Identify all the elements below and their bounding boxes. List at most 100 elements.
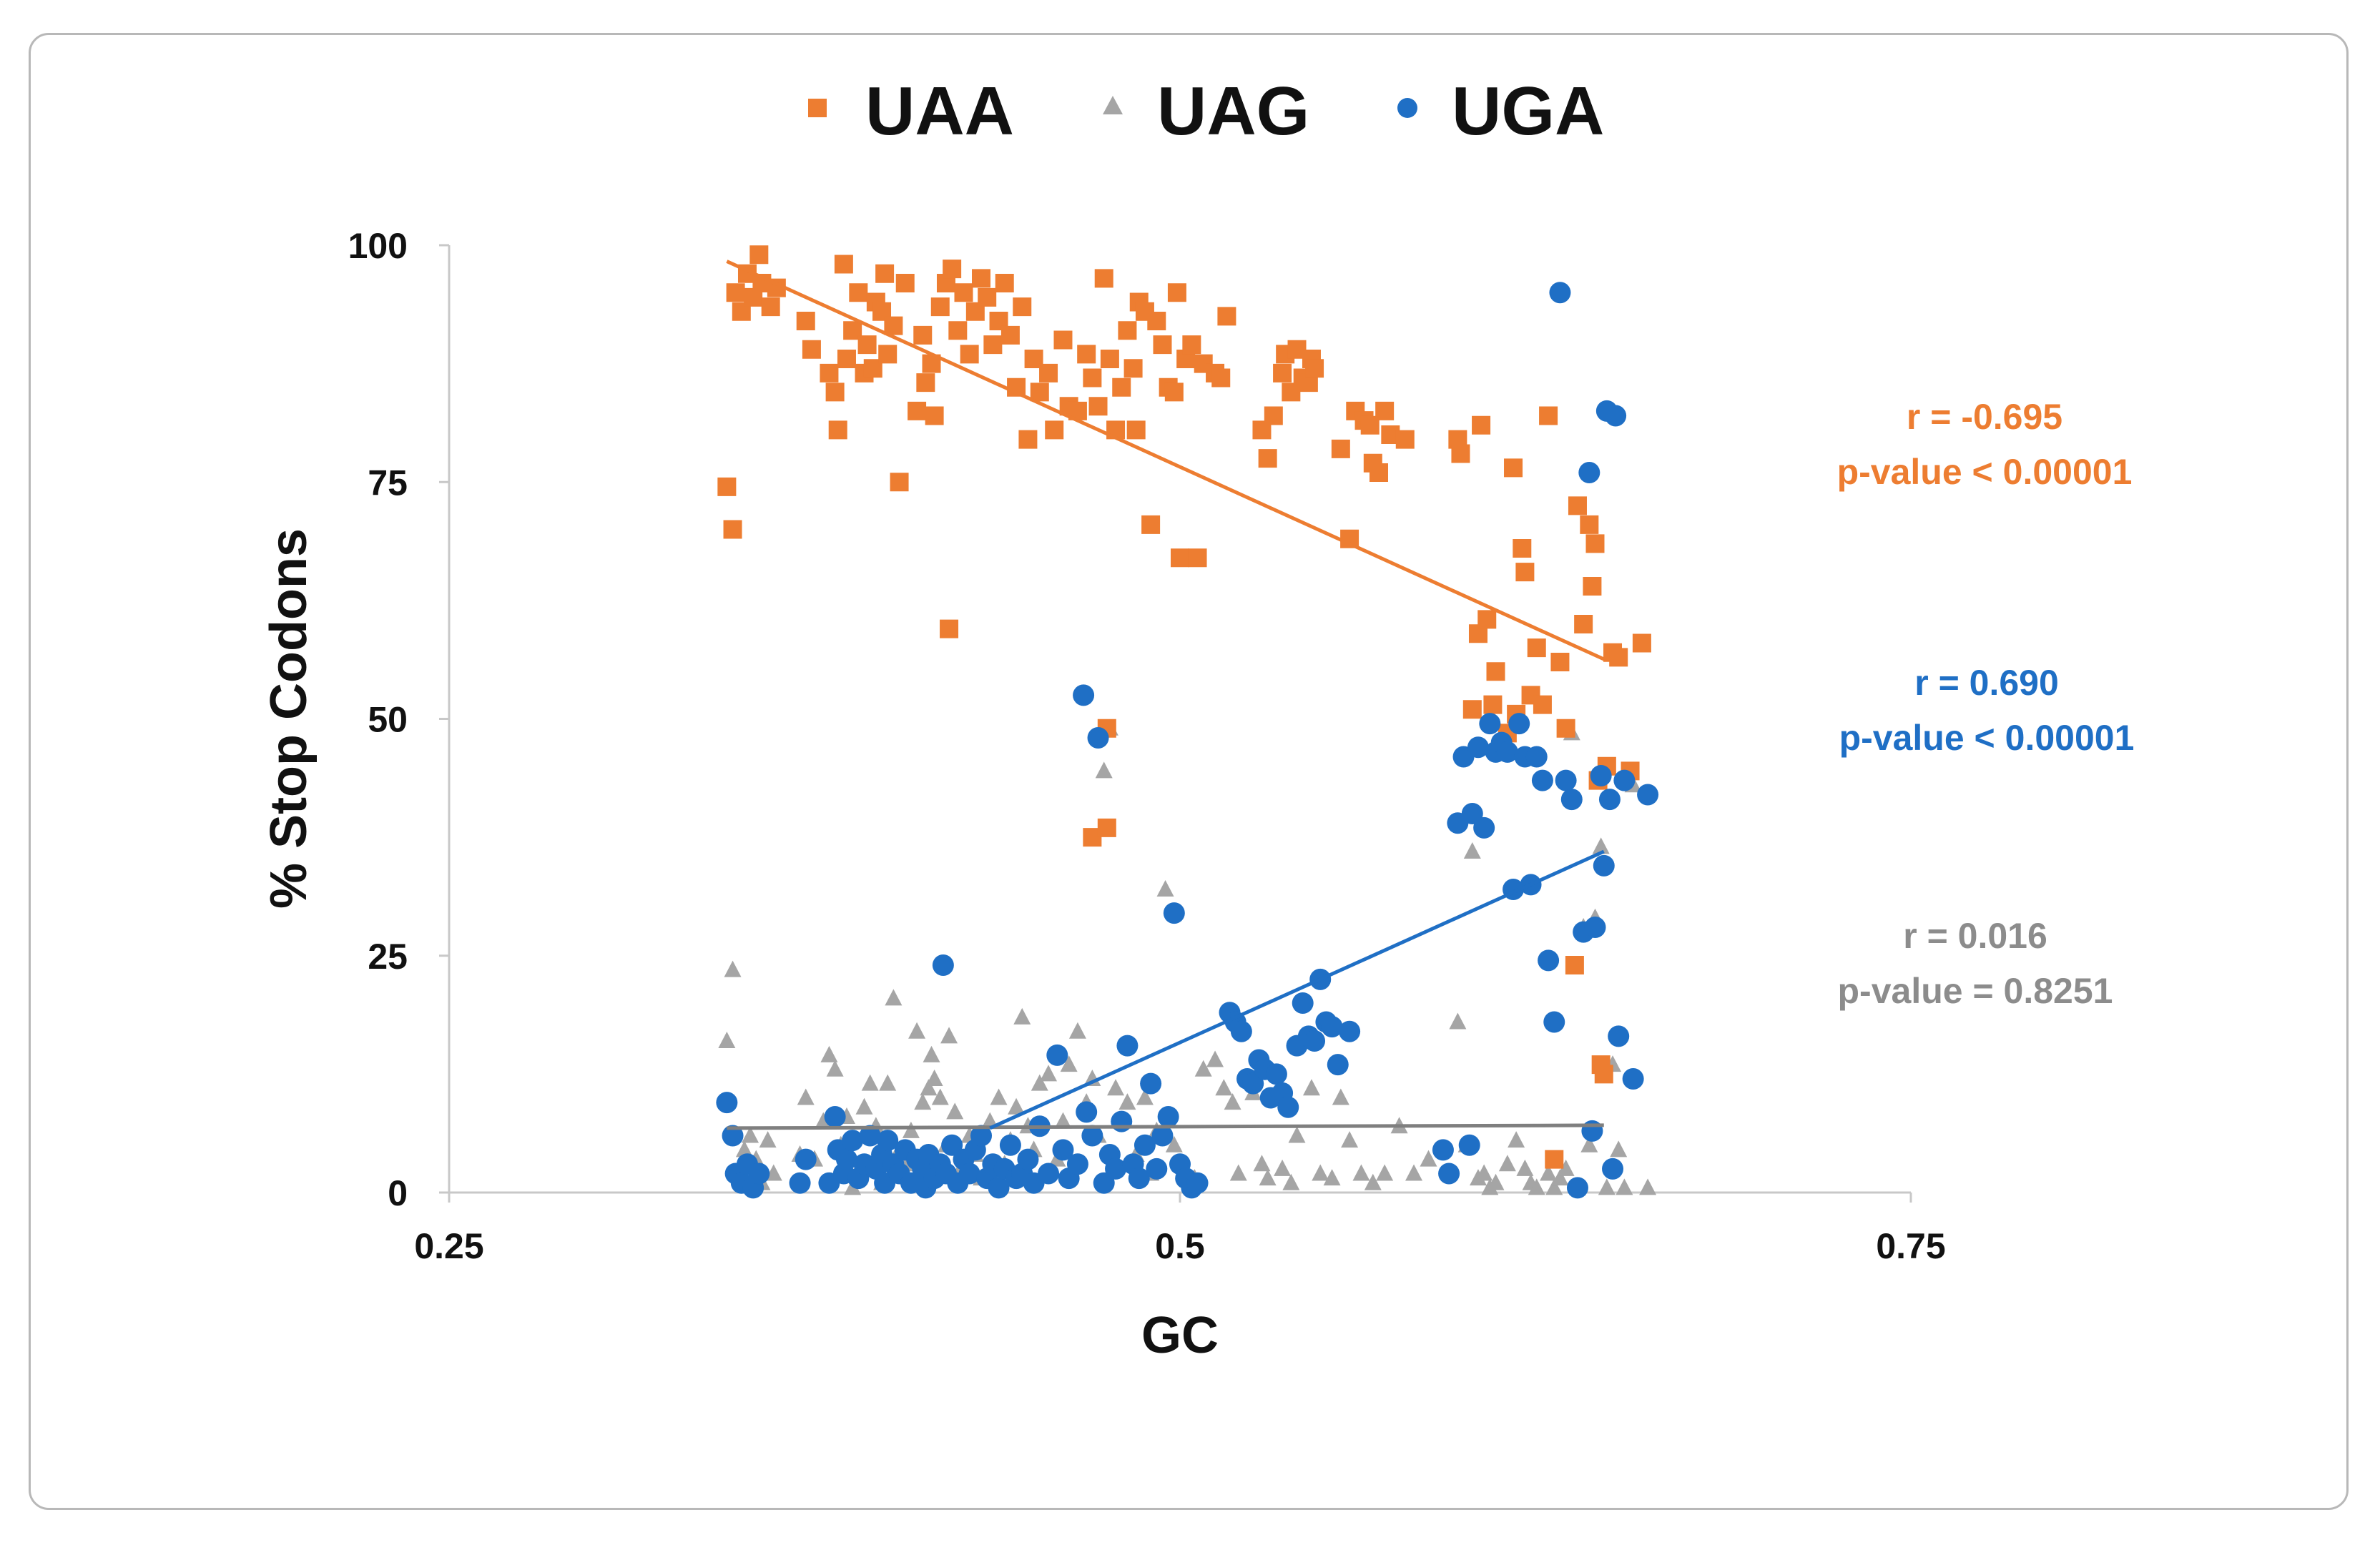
uag-point [1540, 1164, 1558, 1181]
uag-point [1107, 1079, 1125, 1096]
uga-point [1461, 803, 1483, 824]
uaa-point [1126, 420, 1146, 440]
uaa-point [890, 473, 909, 492]
uag-point [1312, 1164, 1329, 1181]
uag-point [1215, 1079, 1233, 1096]
uaa-point [849, 283, 868, 302]
uag-point [1528, 1178, 1545, 1195]
uag-point [1516, 1159, 1534, 1176]
uag-point [1405, 1164, 1423, 1181]
uag-point [855, 1097, 873, 1115]
uag-point [1194, 1060, 1212, 1077]
uaa-point [1568, 496, 1587, 515]
uaa-point [1141, 515, 1161, 534]
uga-point [1508, 713, 1530, 735]
series-uag [718, 719, 1657, 1195]
uga-point [795, 1148, 817, 1170]
uaa-point [820, 363, 839, 382]
uaa-point [895, 274, 915, 292]
uga-point [1066, 1153, 1088, 1175]
uag-point [735, 1140, 753, 1157]
uag-point [1545, 1178, 1563, 1195]
uaa-point [828, 420, 847, 440]
uag-point [1352, 1164, 1370, 1181]
uga-point [1496, 741, 1518, 763]
uaa-point [726, 283, 745, 302]
uag-point [1060, 1055, 1078, 1072]
uaa-point [761, 297, 780, 317]
uaa-point [1539, 406, 1558, 425]
uag-point [925, 1070, 943, 1086]
uaa-point [1039, 363, 1058, 382]
x-tick-label: 0.5 [1155, 1226, 1205, 1266]
uaa-point [1527, 638, 1546, 658]
uaa-point [837, 350, 856, 368]
uag-point [1475, 1164, 1493, 1181]
uaa-point [1609, 648, 1628, 667]
uaa-point [1556, 719, 1575, 738]
uag-point [820, 1045, 838, 1062]
uga-point [835, 1148, 857, 1170]
uga-point [1593, 854, 1615, 877]
uaa-point [796, 312, 815, 330]
uga-point [1073, 684, 1095, 706]
legend-uag-label: UAG [1157, 73, 1309, 149]
uaa-point [1583, 577, 1602, 596]
uag-point [923, 1045, 940, 1062]
uaa-point [1000, 325, 1020, 345]
uaa-point [1513, 539, 1532, 558]
uaa-point [749, 245, 769, 265]
uag-point [1616, 1178, 1633, 1195]
x-tick-label: 0.75 [1876, 1226, 1945, 1266]
y-tick-label: 50 [368, 700, 408, 740]
uga-point [1590, 765, 1612, 786]
uga-point [1605, 405, 1627, 427]
uag-point [902, 1121, 920, 1138]
uaa-point [1331, 439, 1350, 458]
uga-point [1111, 1110, 1133, 1132]
uaa-point [908, 401, 927, 420]
uga-point [1549, 282, 1571, 304]
uaa-point [1305, 359, 1324, 378]
uag-point [931, 1088, 949, 1105]
uaa-point [1395, 430, 1415, 449]
x-tick-label: 0.25 [414, 1226, 483, 1266]
uag-point [1013, 1007, 1031, 1025]
uaa-point [972, 269, 991, 288]
trendlines [726, 260, 1605, 1130]
uaa-point [1550, 653, 1570, 671]
uaa-point [1118, 321, 1137, 340]
legend-uaa-marker [808, 99, 827, 117]
uaa-point [825, 382, 845, 402]
uaa-point [960, 345, 979, 364]
uag-point [1253, 1155, 1271, 1172]
uga-point [1432, 1139, 1454, 1161]
uaa-point [1188, 548, 1207, 568]
uaa-point [1153, 335, 1172, 355]
uaa-point [884, 316, 903, 335]
uga-point [1157, 1106, 1179, 1127]
uaa-point [1273, 363, 1292, 382]
uga-point [1339, 1020, 1361, 1042]
uaa-point [1030, 382, 1049, 402]
uag-point [1054, 1112, 1072, 1129]
uaa-point [1147, 312, 1166, 330]
uaa-point [802, 340, 821, 359]
uag-point [879, 1074, 897, 1091]
uaa-point [1094, 269, 1113, 288]
legend-uga-label: UGA [1452, 73, 1604, 149]
uag-point [764, 1164, 782, 1181]
uaa-point [983, 335, 1003, 355]
series-uga [716, 282, 1659, 1199]
uga-point [1622, 1068, 1644, 1090]
uaa-point [948, 321, 968, 340]
uga-point [1052, 1139, 1074, 1161]
uag-point [1610, 1140, 1628, 1157]
uga-point [1116, 1035, 1139, 1057]
uga-point [1608, 1025, 1630, 1047]
uag-point [1487, 1173, 1505, 1190]
uaa-point [1112, 377, 1131, 397]
uag-point [1639, 1178, 1657, 1195]
uaa-r-annotation: r = -0.695 [1907, 397, 2062, 437]
uaa-point [1580, 515, 1599, 534]
